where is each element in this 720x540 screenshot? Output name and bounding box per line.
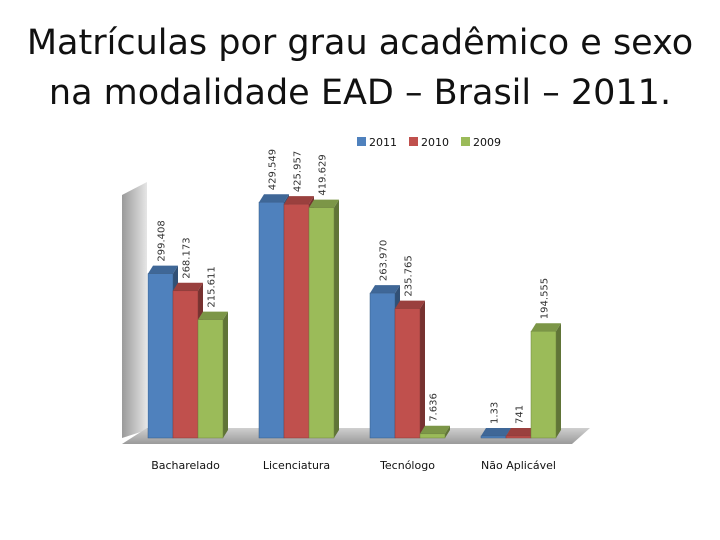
bar-top <box>173 282 203 291</box>
bar <box>197 319 224 439</box>
data-label: 741 <box>515 405 526 424</box>
bar <box>172 290 199 439</box>
bar <box>369 292 396 439</box>
legend-swatch <box>409 137 418 146</box>
bar <box>308 207 335 439</box>
data-label: 419.629 <box>318 154 329 195</box>
data-label: 425.957 <box>293 151 304 192</box>
bar-top <box>395 300 425 309</box>
bar-top <box>481 428 511 436</box>
x-tick-label: Licenciatura <box>263 459 330 472</box>
legend-label: 2011 <box>369 136 397 149</box>
bar <box>505 435 532 439</box>
bar-side <box>334 199 339 438</box>
bar-top <box>531 323 561 332</box>
data-label: 215.611 <box>207 266 218 307</box>
bar-top <box>309 199 339 208</box>
bar <box>530 330 557 439</box>
bar-top <box>284 196 314 205</box>
data-label: 1.33 <box>490 402 501 424</box>
x-tick-label: Não Aplicável <box>481 459 556 472</box>
title-line-1: Matrículas por grau acadêmico e sexo <box>26 23 694 63</box>
data-label: 7.636 <box>429 393 440 422</box>
bar-side <box>420 300 425 438</box>
bar-top <box>370 285 400 294</box>
bar <box>480 435 507 439</box>
bar-side <box>556 323 561 438</box>
title-line-2: na modalidade EAD – Brasil – 2011. <box>48 73 672 113</box>
bar-top <box>259 194 289 203</box>
chart-floor <box>122 428 590 444</box>
legend-label: 2010 <box>421 136 449 149</box>
data-label: 299.408 <box>157 220 168 261</box>
bar <box>394 308 421 439</box>
bar <box>258 201 285 439</box>
bar-top <box>198 311 228 320</box>
bar-top <box>506 428 536 436</box>
data-label: 263.970 <box>379 240 390 281</box>
slide-title: Matrículas por grau acadêmico e sexo na … <box>0 18 720 118</box>
data-label: 194.555 <box>540 278 551 319</box>
bar <box>147 273 174 439</box>
bar-top <box>148 265 178 274</box>
chart-wall <box>122 182 147 438</box>
legend-label: 2009 <box>473 136 501 149</box>
bar-top <box>420 425 450 434</box>
data-label: 235.765 <box>404 255 415 296</box>
bar <box>419 433 446 439</box>
legend-swatch <box>461 137 470 146</box>
bar-side <box>445 425 450 438</box>
data-label: 268.173 <box>182 237 193 278</box>
bar-side <box>223 311 228 438</box>
legend-swatch <box>357 137 366 146</box>
x-tick-label: Bacharelado <box>151 459 220 472</box>
data-label: 429.549 <box>268 149 279 190</box>
bar <box>283 203 310 439</box>
x-tick-label: Tecnólogo <box>379 459 435 472</box>
